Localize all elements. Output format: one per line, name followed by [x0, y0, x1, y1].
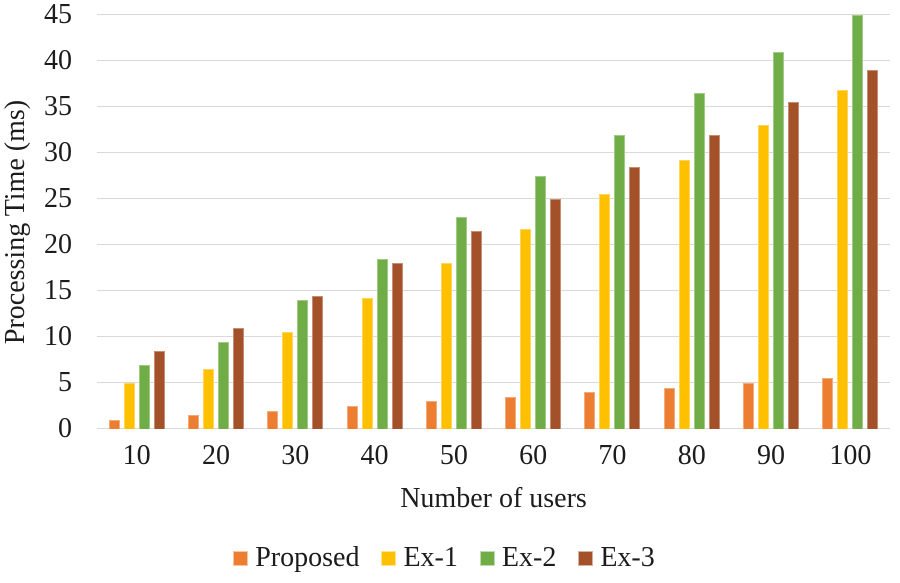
x-axis-title: Number of users [400, 483, 587, 514]
legend-swatch-icon [233, 550, 249, 566]
y-tick-label: 5 [58, 367, 72, 398]
gridline [97, 290, 890, 291]
bar-ex-3-70 [629, 166, 641, 429]
bar-ex-3-40 [391, 263, 403, 429]
bar-group-70 [584, 15, 641, 429]
bar-proposed-90 [743, 383, 755, 429]
legend-swatch-icon [381, 550, 397, 566]
bar-ex-2-70 [614, 134, 626, 429]
bar-ex-2-90 [773, 51, 785, 429]
gridline [97, 14, 890, 15]
x-tick-label: 20 [201, 440, 230, 471]
bar-ex-3-80 [708, 134, 720, 429]
y-tick-label: 40 [44, 45, 72, 76]
gridline [97, 428, 890, 429]
bar-ex-2-50 [455, 217, 467, 429]
legend-label: Ex-1 [403, 542, 458, 573]
bar-ex-2-30 [297, 300, 309, 429]
y-tick-label: 25 [44, 183, 72, 214]
x-tick-label: 70 [598, 440, 627, 471]
bar-ex-1-90 [758, 125, 770, 429]
legend-label: Proposed [255, 542, 360, 573]
bar-group-50 [425, 15, 482, 429]
bar-ex-3-20 [232, 327, 244, 429]
legend: Proposed Ex-1 Ex-2 Ex-3 [0, 544, 888, 572]
gridline [97, 244, 890, 245]
bar-proposed-30 [267, 410, 279, 429]
bar-proposed-50 [425, 401, 437, 429]
bar-proposed-60 [505, 396, 517, 429]
bar-group-100 [822, 15, 879, 429]
x-tick-label: 30 [281, 440, 310, 471]
legend-item-ex-2: Ex-2 [479, 542, 557, 573]
bar-ex-2-20 [217, 341, 229, 429]
y-tick-label: 35 [44, 91, 72, 122]
bar-ex-1-100 [837, 90, 849, 429]
bar-ex-2-10 [138, 364, 150, 429]
y-tick-label: 0 [58, 413, 72, 444]
bar-group-90 [743, 15, 800, 429]
bar-ex-2-40 [376, 258, 388, 429]
x-tick-label: 90 [757, 440, 786, 471]
bar-proposed-100 [822, 378, 834, 429]
y-tick-label: 45 [44, 0, 72, 30]
bar-ex-1-40 [361, 298, 373, 429]
bar-ex-1-30 [282, 332, 294, 429]
bar-ex-3-100 [867, 70, 879, 429]
x-tick-label: 80 [677, 440, 706, 471]
legend-swatch-icon [578, 550, 594, 566]
bar-group-10 [108, 15, 165, 429]
y-tick-label: 20 [44, 229, 72, 260]
bar-ex-3-60 [550, 199, 562, 429]
x-tick-label: 50 [439, 440, 468, 471]
legend-item-proposed: Proposed [233, 544, 359, 572]
bar-group-20 [187, 15, 244, 429]
legend-swatch-icon [479, 550, 495, 566]
bar-ex-3-10 [153, 350, 165, 429]
gridline [97, 152, 890, 153]
gridline [97, 382, 890, 383]
bar-ex-1-60 [520, 229, 532, 429]
legend-label: Ex-3 [600, 542, 655, 573]
plot-area [97, 14, 890, 429]
legend-item-ex-3: Ex-3 [578, 542, 655, 573]
bar-proposed-80 [663, 387, 675, 429]
bar-ex-1-20 [202, 369, 214, 429]
x-axis-tick-labels: 10 20 30 40 50 60 70 80 90 100 [97, 440, 890, 472]
bar-group-30 [267, 15, 324, 429]
bar-ex-1-10 [123, 383, 135, 429]
bar-ex-1-70 [599, 194, 611, 429]
bar-ex-2-100 [852, 15, 864, 429]
bar-ex-2-80 [693, 93, 705, 429]
x-tick-label: 10 [122, 440, 151, 471]
x-tick-label: 60 [519, 440, 548, 471]
bar-proposed-70 [584, 392, 596, 429]
legend-label: Ex-2 [501, 542, 557, 573]
bar-ex-1-80 [678, 160, 690, 429]
bar-group-40 [346, 15, 403, 429]
y-tick-label: 10 [44, 321, 72, 352]
y-tick-label: 15 [44, 275, 72, 306]
gridline [97, 198, 890, 199]
gridline [97, 106, 890, 107]
bar-ex-3-50 [470, 231, 482, 429]
bar-ex-2-60 [535, 176, 547, 429]
bar-ex-1-50 [440, 263, 452, 429]
y-axis-tick-labels: 0 5 10 15 20 25 30 35 40 45 [0, 1, 72, 443]
x-tick-label: 100 [829, 440, 872, 471]
bar-proposed-20 [187, 415, 199, 429]
x-tick-label: 40 [360, 440, 389, 471]
bar-ex-3-30 [312, 295, 324, 429]
bar-proposed-40 [346, 406, 358, 429]
bar-proposed-10 [108, 419, 120, 429]
gridline [97, 336, 890, 337]
bar-groups [97, 15, 890, 429]
y-tick-label: 30 [44, 137, 72, 168]
bar-group-60 [505, 15, 562, 429]
legend-item-ex-1: Ex-1 [381, 542, 458, 573]
bar-group-80 [663, 15, 720, 429]
bar-ex-3-90 [788, 102, 800, 429]
gridline [97, 60, 890, 61]
